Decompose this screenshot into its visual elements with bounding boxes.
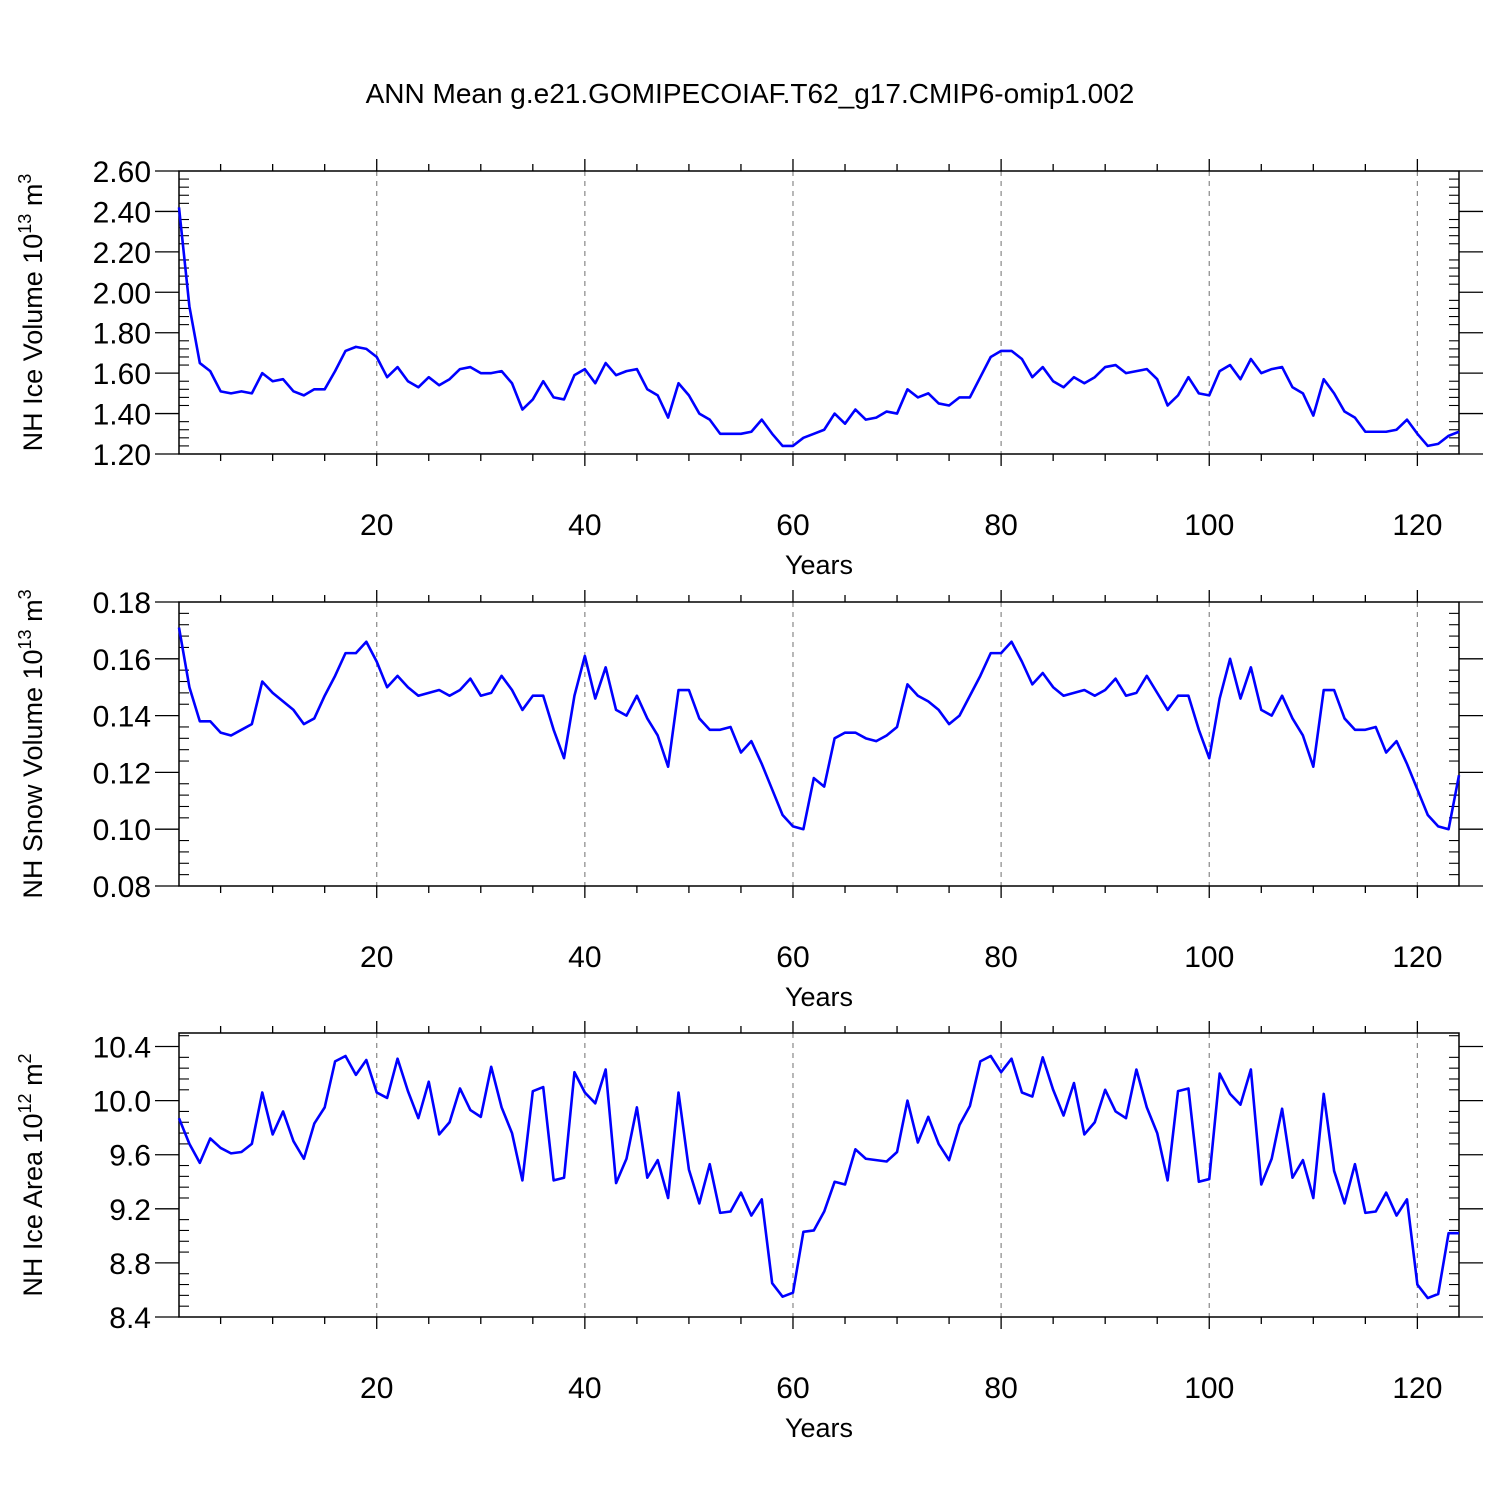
y-axis-label-ylabel: NH Snow Volume	[18, 679, 48, 898]
y-tick-label: 0.16	[93, 644, 151, 677]
y-axis-label-ylabel: NH Ice Volume	[18, 264, 48, 452]
x-axis-label: Years	[785, 1413, 853, 1443]
y-tick-label: 2.20	[93, 237, 151, 270]
panel-3: 8.4 8.8 9.2 9.6 10.0 10.4 20 40 60 80 100 120 Years N…	[15, 1021, 1483, 1443]
plot-frame	[178, 170, 1460, 455]
x-tick-label: 20	[360, 509, 393, 542]
x-tick-label: 60	[776, 509, 809, 542]
x-tick-label: 60	[776, 941, 809, 974]
y-axis-label-units_exp: 12	[15, 1093, 35, 1113]
y-tick-label: 1.80	[93, 318, 151, 351]
x-tick-label: 20	[360, 1372, 393, 1405]
y-tick-label: 8.8	[109, 1248, 151, 1281]
y-axis-label-units_unit_exp: 2	[15, 1053, 35, 1063]
y-tick-label: 2.60	[93, 156, 151, 189]
x-tick-label: 120	[1392, 1372, 1442, 1405]
y-tick-label: 0.08	[93, 871, 151, 904]
x-tick-label: 40	[568, 509, 601, 542]
x-tick-label: 80	[984, 509, 1017, 542]
x-tick-label: 40	[568, 1372, 601, 1405]
figure-title: ANN Mean g.e21.GOMIPECOIAF.T62_g17.CMIP6…	[365, 78, 1135, 109]
y-axis-label: NH Ice Area 1012 m2	[15, 1053, 48, 1296]
plot-frame	[178, 1032, 1460, 1318]
y-tick-label: 8.4	[109, 1302, 151, 1335]
x-axis-label: Years	[785, 982, 853, 1012]
y-tick-label: 9.6	[109, 1140, 151, 1173]
y-axis-label-units_unit: m	[18, 1063, 48, 1093]
y-axis-label-units_unit_exp: 3	[15, 589, 35, 599]
y-tick-label: 1.40	[93, 399, 151, 432]
y-axis-label-units_base: 10	[18, 234, 48, 264]
y-axis-label-ylabel: NH Ice Area	[18, 1144, 48, 1297]
x-tick-label: 60	[776, 1372, 809, 1405]
y-tick-label: 0.10	[93, 814, 151, 847]
y-tick-label: 1.20	[93, 439, 151, 472]
x-tick-label: 120	[1392, 509, 1442, 542]
series-line-1	[177, 207, 1460, 448]
plot-frame	[178, 601, 1460, 887]
x-tick-label: 80	[984, 941, 1017, 974]
series-line-1	[177, 1054, 1459, 1300]
y-tick-label: 0.18	[93, 587, 151, 620]
y-tick-label: 10.0	[93, 1086, 151, 1119]
y-tick-label: 0.12	[93, 757, 151, 790]
panel-2: 0.08 0.10 0.12 0.14 0.16 0.18 20 40 60 80 100 120 Ye…	[15, 587, 1483, 1012]
y-tick-label: 1.60	[93, 358, 151, 391]
y-tick-label: 0.14	[93, 701, 151, 734]
y-tick-label: 10.4	[93, 1032, 151, 1065]
y-tick-label: 2.40	[93, 196, 151, 229]
x-axis-label: Years	[785, 550, 853, 580]
x-tick-label: 20	[360, 941, 393, 974]
x-tick-label: 80	[984, 1372, 1017, 1405]
y-axis-label: NH Snow Volume 1013 m3	[15, 589, 48, 898]
y-axis-label-units_exp: 13	[15, 214, 35, 234]
x-tick-label: 100	[1184, 1372, 1234, 1405]
series-line-1	[177, 627, 1461, 831]
y-tick-label: 2.00	[93, 277, 151, 310]
x-tick-label: 100	[1184, 941, 1234, 974]
y-axis-label-units_unit: m	[18, 599, 48, 629]
y-axis-label-units_exp: 13	[15, 629, 35, 649]
y-axis-label-units_base: 10	[18, 1113, 48, 1143]
x-tick-label: 120	[1392, 941, 1442, 974]
x-tick-label: 40	[568, 941, 601, 974]
y-axis-label: NH Ice Volume 1013 m3	[15, 174, 48, 452]
y-axis-label-units_unit_exp: 3	[15, 174, 35, 184]
y-axis-label-units_unit: m	[18, 184, 48, 214]
panel-1: 1.20 1.40 1.60 1.80 2.00 2.20 2.40 2.60 20 40 60 80…	[15, 156, 1483, 580]
y-axis-label-units_base: 10	[18, 649, 48, 679]
x-tick-label: 100	[1184, 509, 1234, 542]
y-tick-label: 9.2	[109, 1194, 151, 1227]
